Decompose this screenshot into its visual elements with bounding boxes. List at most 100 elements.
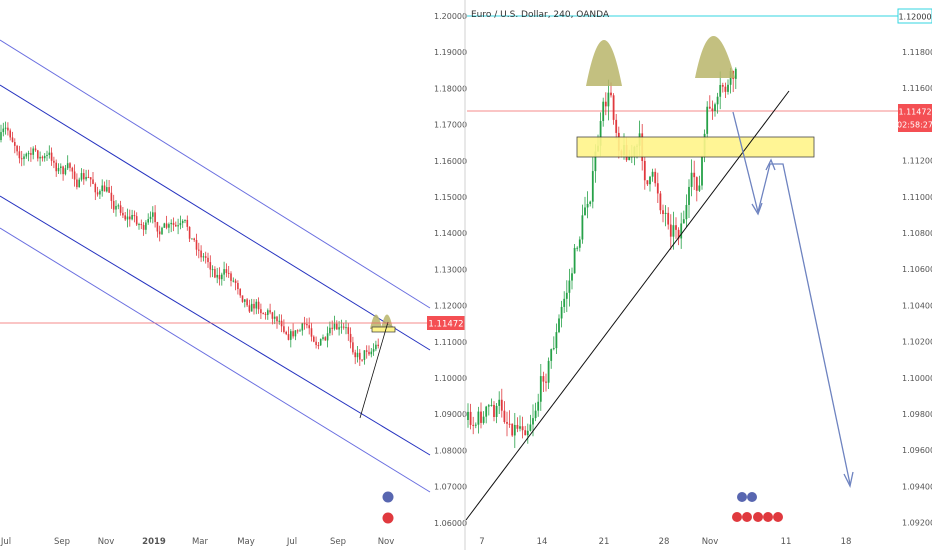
candle-body	[225, 269, 228, 273]
candle-body	[122, 212, 124, 216]
candle-body	[158, 231, 161, 235]
right-event-icons[interactable]	[732, 492, 783, 522]
candle-body	[202, 256, 205, 258]
candle-body	[628, 156, 631, 161]
y-tick-label: 1.17000	[434, 121, 467, 130]
left-x-axis[interactable]: Jul Sep Nov 2019 Mar May Jul Sep Nov	[0, 537, 394, 547]
flag-icon[interactable]	[732, 512, 742, 522]
flag-icon[interactable]	[382, 512, 394, 524]
candle-body	[727, 84, 729, 92]
candle-body	[80, 173, 83, 180]
candle-body	[306, 323, 308, 326]
candle-body	[372, 349, 375, 352]
candle-body	[317, 345, 320, 347]
y-tick-label: 1.09400	[902, 482, 932, 491]
candle-body	[667, 212, 670, 225]
right-x-axis[interactable]: 7 14 21 28 Nov 11 18	[479, 537, 851, 547]
projection-arrowhead	[843, 471, 854, 488]
candle-body	[584, 207, 586, 216]
right-overlays	[465, 36, 854, 521]
candle-body	[7, 127, 9, 131]
candle-body	[336, 323, 338, 330]
left-chart[interactable]: 1.20000 1.19000 1.18000 1.17000 1.16000 1.150…	[0, 12, 467, 547]
candle-body	[195, 239, 198, 250]
candle-body	[734, 68, 737, 79]
candle-body	[216, 274, 218, 278]
candle-body	[519, 426, 521, 429]
candle-body	[172, 222, 175, 225]
left-event-icons[interactable]	[382, 491, 394, 524]
event-icon[interactable]	[737, 492, 747, 502]
candle-body	[179, 223, 182, 226]
candle-body	[708, 106, 711, 109]
candle-body	[184, 219, 186, 221]
candle-body	[221, 274, 223, 280]
flag-icon[interactable]	[763, 512, 773, 522]
event-icon[interactable]	[747, 492, 757, 502]
right-chart[interactable]: 1.118001.116001.114001.112001.110001.108…	[465, 8, 932, 547]
candle-body	[363, 350, 366, 360]
candle-body	[193, 238, 195, 240]
x-tick-label: Jul	[286, 537, 297, 547]
x-tick-label: Nov	[378, 537, 395, 547]
candle-body	[685, 204, 688, 220]
candle-body	[175, 224, 177, 227]
candle-body	[701, 156, 703, 186]
flag-icon[interactable]	[753, 512, 763, 522]
candle-body	[664, 212, 667, 215]
candle-body	[239, 289, 241, 296]
support-zone	[576, 136, 815, 158]
y-tick-label: 1.10000	[902, 374, 932, 383]
candle-body	[721, 85, 724, 87]
candle-body	[89, 177, 92, 180]
candle-body	[280, 320, 283, 327]
y-tick-label: 1.10800	[902, 229, 932, 238]
candle-body	[682, 219, 685, 224]
candle-body	[85, 176, 87, 180]
candle-body	[472, 424, 475, 426]
candle-body	[296, 330, 299, 332]
candle-body	[511, 423, 514, 436]
candle-body	[659, 193, 662, 211]
candle-body	[654, 171, 657, 184]
candle-body	[576, 247, 579, 249]
y-tick-label: 1.10200	[902, 338, 932, 347]
candle-body	[147, 219, 149, 223]
candle-body	[218, 274, 221, 280]
x-tick-label: Nov	[702, 537, 719, 547]
projection-arrowhead	[765, 158, 776, 171]
candle-body	[352, 342, 354, 353]
flag-icon[interactable]	[742, 512, 752, 522]
candle-body	[338, 327, 340, 330]
y-tick-label: 1.09800	[902, 410, 932, 419]
candle-body	[586, 203, 589, 208]
candle-body	[662, 210, 664, 215]
candle-body	[124, 215, 126, 220]
x-tick-label: 2019	[142, 537, 166, 547]
candle-body	[359, 352, 361, 360]
candle-body	[294, 330, 297, 337]
left-support-zone	[371, 326, 396, 333]
candle-body	[594, 151, 597, 172]
candle-body	[115, 205, 117, 210]
x-tick-label: 18	[841, 537, 852, 547]
y-tick-label: 1.11000	[902, 193, 932, 202]
candle-body	[347, 327, 350, 334]
candle-body	[142, 225, 145, 230]
candle-body	[602, 101, 605, 122]
flag-icon[interactable]	[773, 512, 783, 522]
y-tick-label: 1.16000	[434, 157, 467, 166]
candle-body	[48, 152, 51, 155]
left-price-label: 1.11472	[428, 320, 463, 330]
candle-body	[375, 344, 377, 350]
left-y-axis[interactable]: 1.20000 1.19000 1.18000 1.17000 1.16000 1.150…	[434, 12, 467, 528]
event-icon[interactable]	[382, 491, 394, 503]
candle-body	[534, 410, 537, 419]
candle-body	[714, 104, 716, 112]
candle-body	[578, 239, 581, 248]
y-tick-label: 1.06000	[434, 519, 467, 528]
candle-body	[101, 185, 103, 192]
candle-body	[106, 187, 108, 192]
candle-body	[271, 312, 274, 319]
